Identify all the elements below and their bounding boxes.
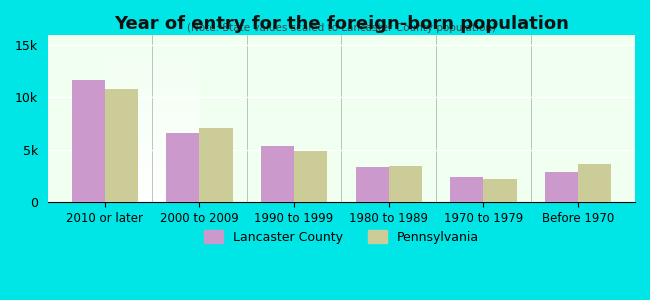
Text: (Note: State values scaled to Lancaster County population): (Note: State values scaled to Lancaster …	[187, 23, 496, 33]
Bar	[200, 128, 233, 202]
Bar	[545, 172, 578, 202]
Bar	[356, 167, 389, 202]
Bar	[166, 133, 200, 202]
Bar	[450, 177, 484, 202]
Title: Year of entry for the foreign-born population: Year of entry for the foreign-born popul…	[114, 15, 569, 33]
Bar	[294, 151, 327, 202]
Bar	[72, 80, 105, 202]
Bar	[105, 89, 138, 202]
Bar	[484, 179, 517, 202]
Bar	[578, 164, 611, 202]
Legend: Lancaster County, Pennsylvania: Lancaster County, Pennsylvania	[198, 224, 485, 250]
Bar	[389, 166, 422, 202]
Bar	[261, 146, 294, 202]
